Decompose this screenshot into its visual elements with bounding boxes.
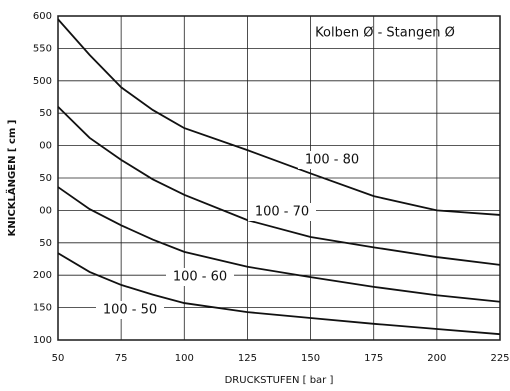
y-tick-label: 50 [39, 173, 52, 184]
x-tick-label: 225 [490, 353, 509, 364]
series-label-bg [166, 268, 234, 286]
series-label: 100 - 80 [305, 153, 359, 168]
series-line [57, 106, 501, 266]
series-label-bg [248, 203, 316, 221]
x-tick-label: 50 [52, 353, 65, 364]
series-line [57, 252, 501, 336]
y-tick-label: 550 [33, 43, 52, 54]
x-tick-label: 75 [115, 353, 128, 364]
series-label-bg [96, 301, 164, 319]
x-axis-label: DRUCKSTUFEN [ bar ] [225, 375, 334, 386]
y-tick-label: 500 [33, 76, 52, 87]
y-axis-label: KNICKLÄNGEN [ cm ] [4, 120, 18, 237]
x-tick-label: 100 [175, 353, 194, 364]
x-tick-label: 175 [364, 353, 383, 364]
y-tick-label: 600 [33, 11, 52, 22]
y-tick-label: 50 [39, 238, 52, 249]
x-tick-label: 150 [301, 353, 320, 364]
x-tick-label: 125 [238, 353, 257, 364]
y-tick-label: 200 [33, 270, 52, 281]
series-label-bg [298, 151, 366, 169]
series-label: 100 - 60 [173, 270, 227, 285]
series-line [57, 186, 501, 303]
x-tick-label: 200 [427, 353, 446, 364]
y-tick-label: 00 [39, 205, 52, 216]
series-label: 100 - 50 [103, 303, 157, 318]
series-line [57, 18, 501, 216]
y-tick-label: 100 [33, 335, 52, 346]
y-tick-label: 150 [33, 303, 52, 314]
series-label: 100 - 70 [255, 205, 309, 220]
legend-title: Kolben Ø - Stangen Ø [315, 26, 455, 41]
y-tick-label: 50 [39, 108, 52, 119]
y-tick-label: 00 [39, 141, 52, 152]
